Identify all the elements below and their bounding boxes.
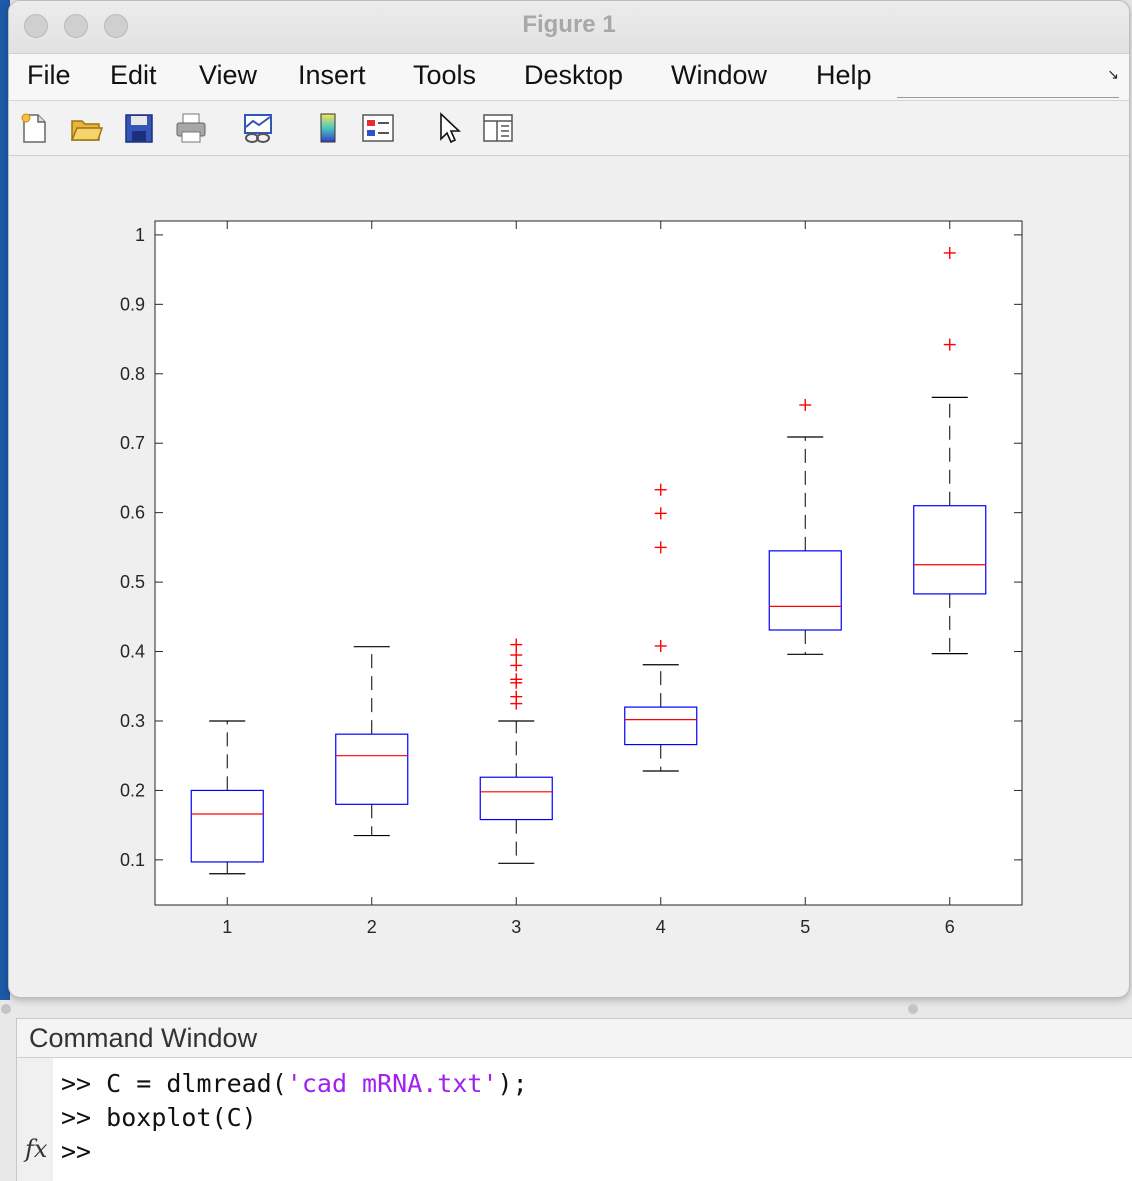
minimize-window-button[interactable] — [64, 14, 88, 38]
new-figure-icon[interactable] — [17, 111, 51, 145]
menu-view[interactable]: View — [199, 60, 258, 90]
menu-edit[interactable]: Edit — [110, 60, 157, 90]
menu-window[interactable]: Window — [671, 60, 768, 90]
y-tick-label: 0.1 — [120, 850, 145, 870]
plot-area: 0.1 0.2 0.3 0.4 0.5 0.6 0.7 0.8 0.9 1 1 2 3 4 5 6 — [9, 154, 1129, 997]
command-prompt: >> — [61, 1103, 92, 1132]
command-string-literal: 'cad mRNA.txt' — [286, 1069, 498, 1098]
function-browser-fx-icon[interactable]: fx — [25, 1135, 48, 1163]
command-code: C = dlmread( — [106, 1069, 287, 1098]
outlier-marker — [510, 638, 523, 651]
outlier-marker — [510, 649, 523, 662]
box-group-3[interactable] — [479, 638, 553, 864]
outlier-marker — [943, 338, 956, 351]
iqr-box — [335, 733, 409, 805]
splitter-handle-right[interactable] — [908, 1004, 918, 1014]
y-tick-label: 0.2 — [120, 780, 145, 800]
command-code-tail: ); — [497, 1069, 528, 1098]
plot-axes-background — [154, 220, 1023, 906]
colorbar-icon[interactable] — [311, 111, 345, 145]
command-line-2[interactable]: >> boxplot(C) — [61, 1103, 257, 1132]
box-group-2[interactable] — [335, 646, 409, 837]
y-tick-label: 0.5 — [120, 572, 145, 592]
command-prompt: >> — [61, 1069, 92, 1098]
command-input-line[interactable]: >> — [61, 1137, 91, 1166]
x-tick-label: 5 — [800, 917, 810, 937]
legend-icon[interactable] — [361, 111, 395, 145]
outlier-marker — [510, 673, 523, 686]
boxplot-chart[interactable]: 0.1 0.2 0.3 0.4 0.5 0.6 0.7 0.8 0.9 1 1 2 3 4 5 6 — [9, 154, 1129, 997]
box-group-5[interactable] — [768, 399, 842, 655]
command-window-title: Command Window — [17, 1019, 1132, 1058]
iqr-box — [913, 505, 987, 595]
command-prompt: >> — [61, 1137, 92, 1166]
print-icon[interactable] — [174, 111, 208, 145]
outlier-marker — [943, 246, 956, 259]
outlier-marker — [654, 541, 667, 554]
y-tick-label: 0.6 — [120, 503, 145, 523]
y-tick-label: 0.7 — [120, 433, 145, 453]
figure-toolbar — [9, 101, 1129, 156]
box-group-1[interactable] — [190, 720, 264, 875]
figure-window: Figure 1 File Edit View Insert Tools Des… — [8, 0, 1130, 998]
outlier-marker — [510, 659, 523, 672]
outlier-marker — [510, 690, 523, 703]
iqr-box — [479, 776, 553, 821]
splitter-handle-left[interactable] — [1, 1004, 11, 1014]
menu-separator-line — [897, 97, 1119, 98]
iqr-box — [624, 706, 698, 746]
iqr-box — [768, 550, 842, 631]
menu-bar: File Edit View Insert Tools Desktop Wind… — [9, 54, 1129, 101]
y-tick-label: 0.9 — [120, 294, 145, 314]
menu-desktop[interactable]: Desktop — [524, 60, 624, 90]
y-tick-label: 0.8 — [120, 364, 145, 384]
box-group-6[interactable] — [913, 246, 987, 655]
edit-plot-icon[interactable] — [431, 111, 465, 145]
x-tick-label: 2 — [367, 917, 377, 937]
x-tick-label: 1 — [222, 917, 232, 937]
iqr-box — [190, 789, 264, 863]
x-tick-label: 4 — [656, 917, 666, 937]
menu-insert[interactable]: Insert — [298, 60, 366, 90]
command-line-1[interactable]: >> C = dlmread('cad mRNA.txt'); — [61, 1069, 528, 1098]
outlier-marker — [654, 483, 667, 496]
zoom-window-button[interactable] — [104, 14, 128, 38]
menu-help[interactable]: Help — [816, 60, 872, 90]
command-window-gutter — [17, 1058, 53, 1181]
menu-tools[interactable]: Tools — [413, 60, 477, 90]
y-tick-label: 0.3 — [120, 711, 145, 731]
dock-arrow-icon[interactable]: ↘ — [1107, 66, 1119, 82]
outlier-marker — [654, 507, 667, 520]
x-tick-label: 6 — [945, 917, 955, 937]
window-title: Figure 1 — [522, 11, 616, 38]
y-tick-label: 1 — [135, 225, 145, 245]
command-window: Command Window >> C = dlmread('cad mRNA.… — [16, 1018, 1132, 1181]
link-plot-icon[interactable] — [241, 111, 275, 145]
menu-file[interactable]: File — [27, 60, 71, 90]
y-tick-label: 0.4 — [120, 642, 145, 662]
box-group-4[interactable] — [624, 483, 698, 772]
outlier-marker — [799, 399, 812, 412]
command-code: boxplot(C) — [106, 1103, 257, 1132]
open-file-icon[interactable] — [69, 111, 103, 145]
x-tick-label: 3 — [511, 917, 521, 937]
close-window-button[interactable] — [24, 14, 48, 38]
property-editor-icon[interactable] — [481, 111, 515, 145]
desktop-background-edge — [0, 0, 10, 1000]
outlier-marker — [654, 639, 667, 652]
save-icon[interactable] — [122, 111, 156, 145]
title-bar[interactable]: Figure 1 — [9, 1, 1129, 54]
